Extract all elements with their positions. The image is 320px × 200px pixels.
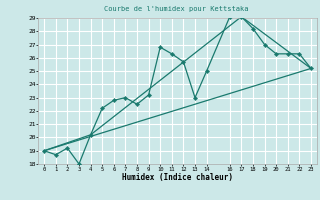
Text: Courbe de l'humidex pour Kettstaka: Courbe de l'humidex pour Kettstaka [104, 6, 248, 12]
X-axis label: Humidex (Indice chaleur): Humidex (Indice chaleur) [122, 173, 233, 182]
